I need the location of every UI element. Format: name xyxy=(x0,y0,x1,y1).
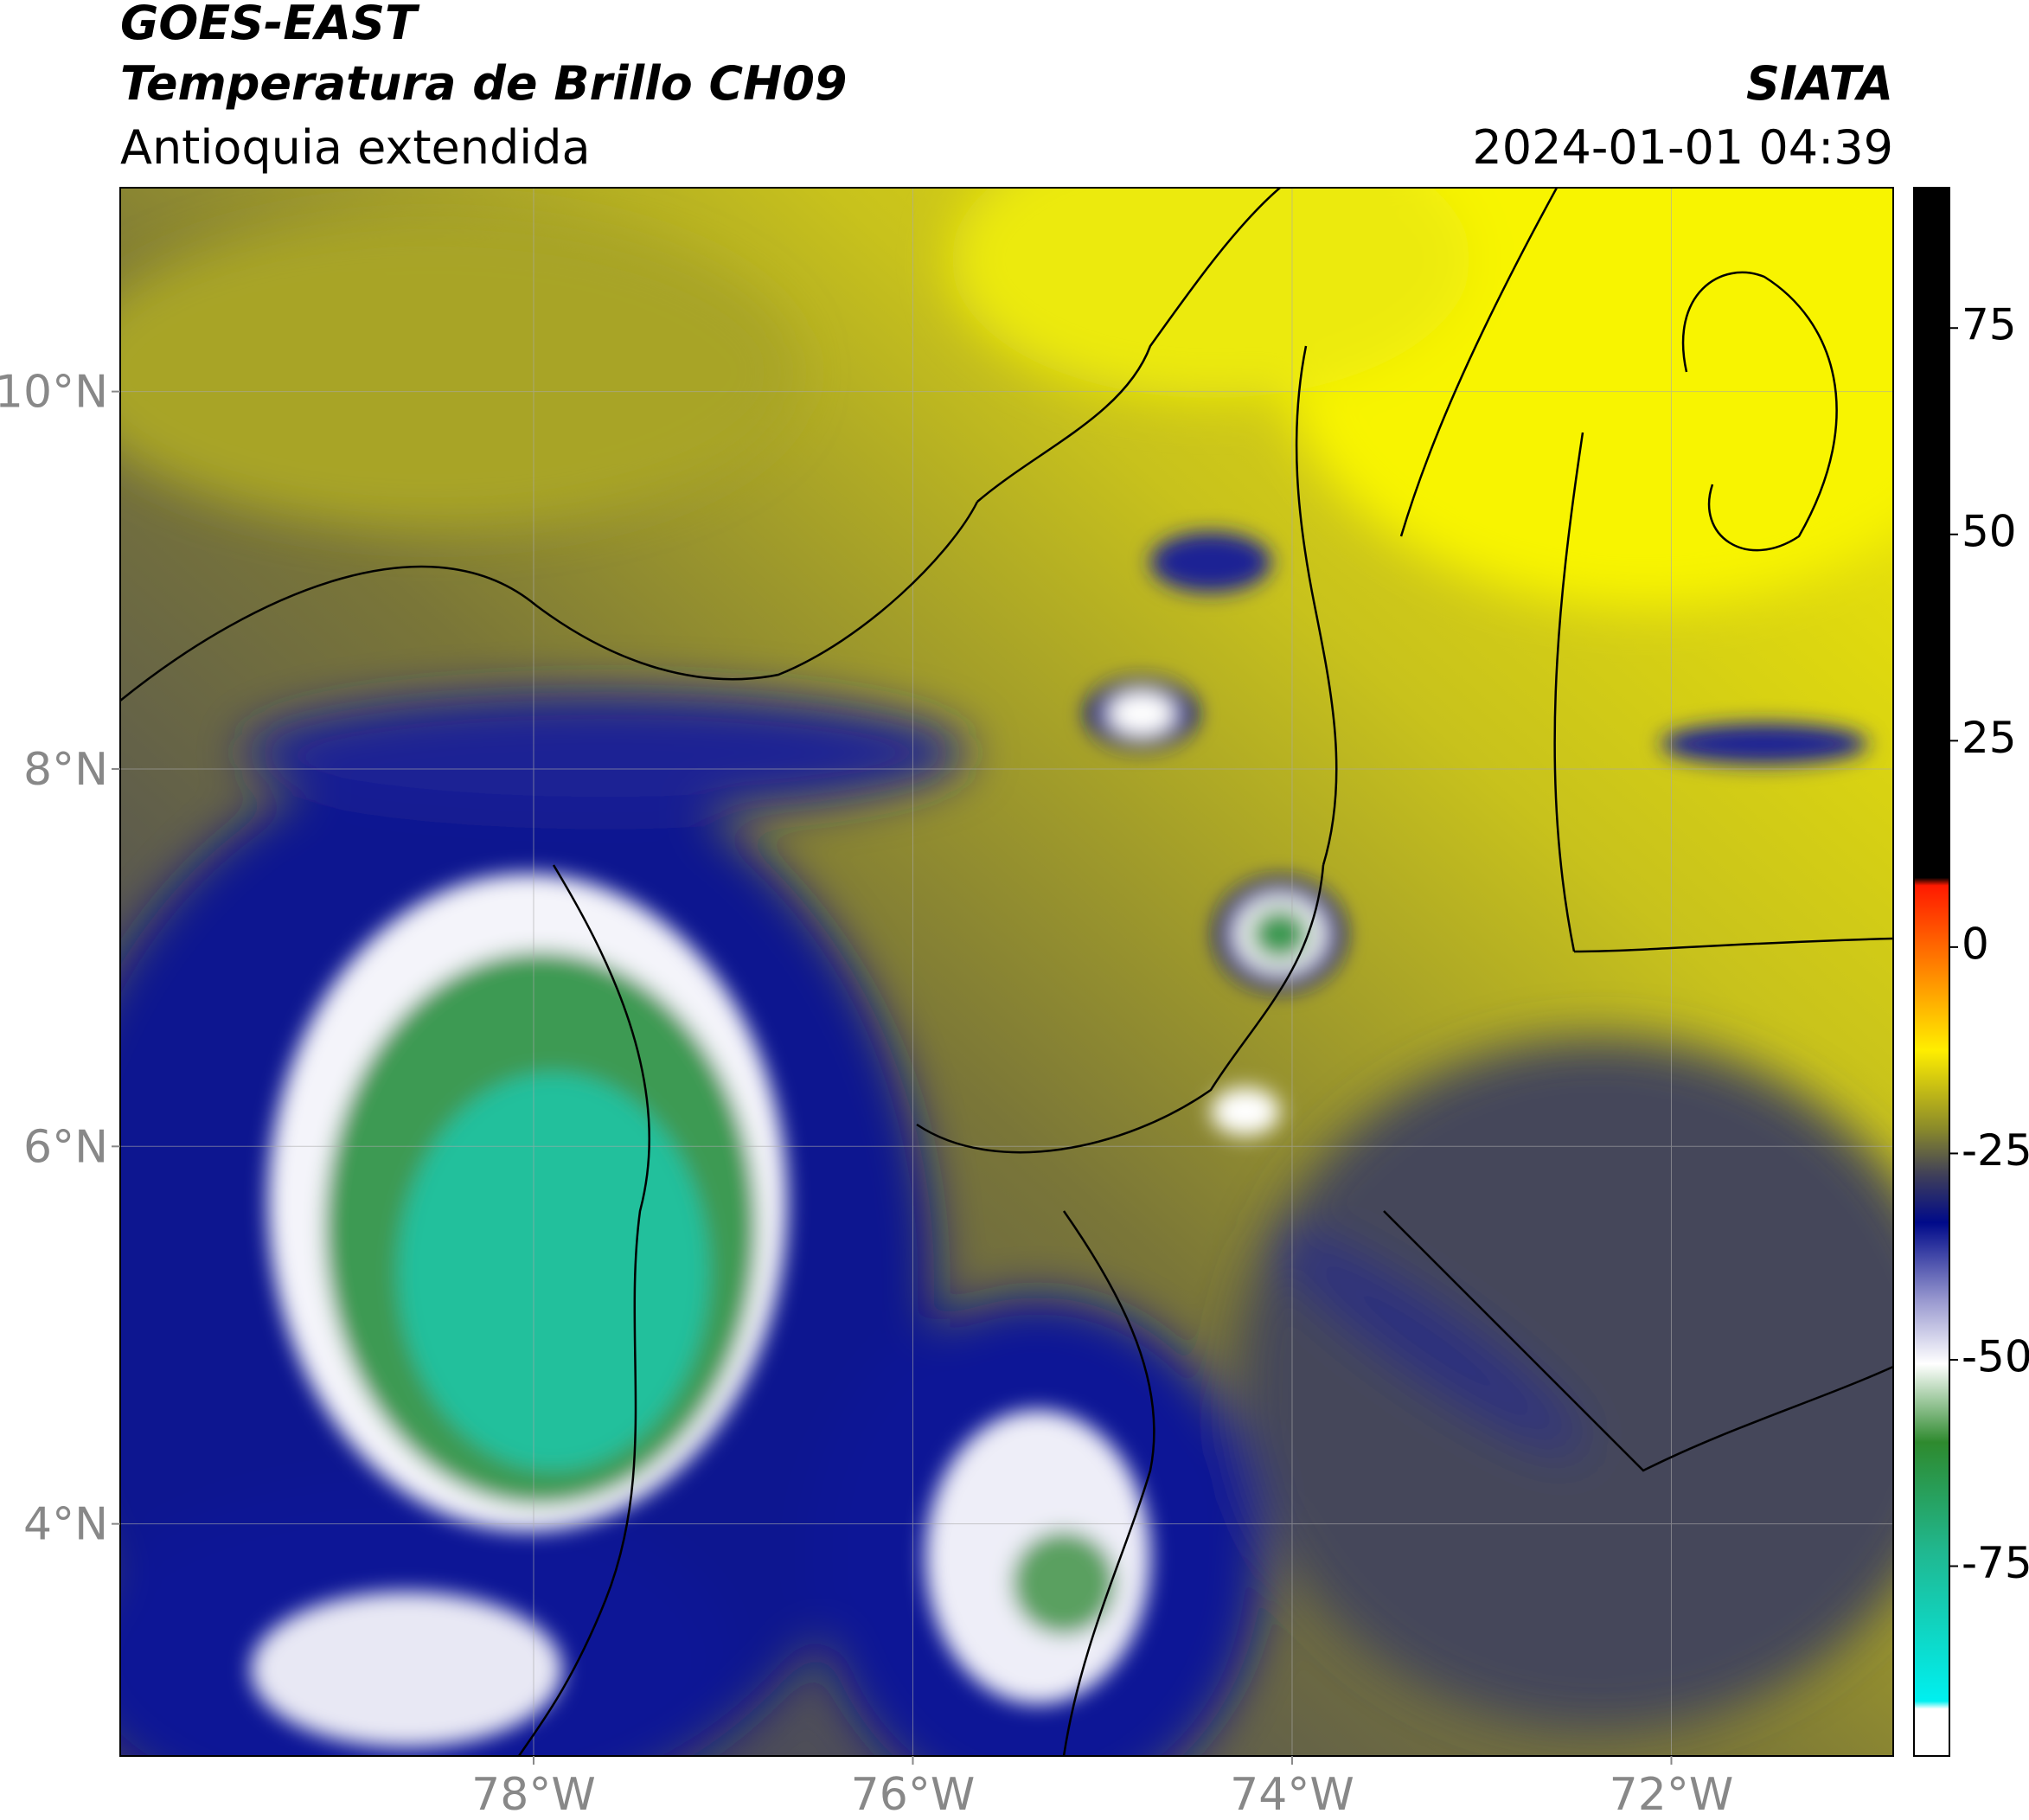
x-tick-label: 72°W xyxy=(1610,1769,1734,1817)
x-tick-label: 74°W xyxy=(1230,1769,1354,1817)
map-frame xyxy=(119,187,1894,1757)
y-tick-label: 6°N xyxy=(23,1121,108,1173)
x-tick-label: 76°W xyxy=(851,1769,976,1817)
colorbar-tick-label: -25 xyxy=(1962,1125,2029,1176)
datetime: 2024-01-01 04:39 xyxy=(1472,120,1893,175)
region: Antioquia extendida xyxy=(120,120,591,175)
colorbar xyxy=(1913,187,1950,1757)
y-tick-label: 10°N xyxy=(0,367,108,419)
y-tick-label: 4°N xyxy=(23,1499,108,1551)
satellite-image xyxy=(120,188,1893,1756)
colorbar-tick-label: -75 xyxy=(1962,1538,2029,1588)
y-tick-label: 8°N xyxy=(23,744,108,796)
x-tick-label: 78°W xyxy=(471,1769,596,1817)
title: GOES-EAST xyxy=(120,0,420,50)
colorbar-tick-label: -50 xyxy=(1962,1331,2029,1381)
source: SIATA xyxy=(1746,56,1893,111)
subtitle: Temperatura de Brillo CH09 xyxy=(120,56,848,111)
colorbar-tick-label: 0 xyxy=(1962,919,1989,969)
colorbar-tick-label: 25 xyxy=(1962,713,2017,763)
colorbar-tick-label: 75 xyxy=(1962,300,2017,350)
colorbar-tick-label: 50 xyxy=(1962,506,2017,556)
